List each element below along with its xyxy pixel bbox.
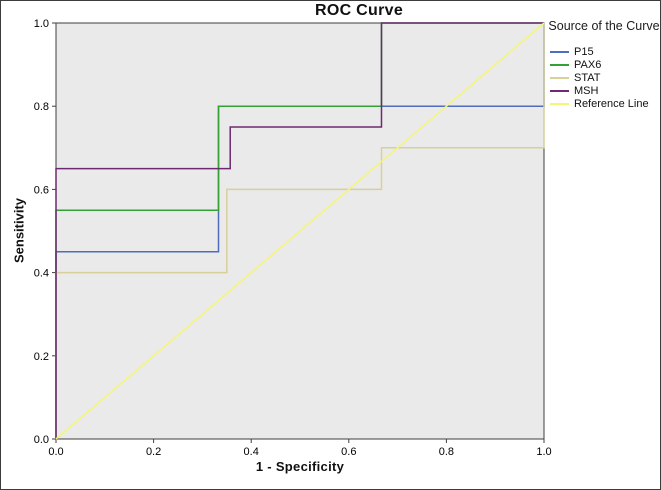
legend-item-msh: MSH [550,85,660,98]
legend-label: Reference Line [574,98,649,111]
legend-swatch-pax6 [550,64,569,67]
y-tick-label: 1.0 [34,18,49,30]
legend-item-reference-line: Reference Line [550,98,660,111]
x-tick-label: 0.2 [146,446,161,458]
legend-swatch-reference-line [550,103,569,106]
y-tick-label: 0.2 [34,351,49,363]
legend-label: PAX6 [574,59,602,72]
legend-label: MSH [574,85,599,98]
legend-label: STAT [574,72,601,85]
legend-item-pax6: PAX6 [550,59,660,72]
legend-item-stat: STAT [550,72,660,85]
legend-label: P15 [574,46,594,59]
x-tick-label: 0.6 [341,446,356,458]
x-tick-label: 0.4 [244,446,259,458]
legend-swatch-stat [550,77,569,80]
series-line-msh [55,22,544,439]
legend-swatch-p15 [550,51,569,54]
x-tick-label: 0.0 [48,446,63,458]
y-tick-label: 0.6 [34,184,49,196]
chart-title: ROC Curve [314,2,404,19]
x-axis-title: 1 - Specificity [255,459,345,474]
x-tick-label: 0.8 [439,446,454,458]
legend-item-p15: P15 [550,46,660,59]
series-line-reference-line [55,22,545,440]
legend-swatch-msh [550,90,569,93]
y-axis-title: Sensitivity [11,197,27,264]
legend-title: Source of the Curve [548,19,660,33]
legend-item-list: P15 PAX6 STAT MSH Reference Line [550,46,660,111]
y-tick-label: 0.0 [34,434,49,446]
series-line-stat [55,23,545,439]
y-tick-label: 0.4 [34,268,49,280]
x-tick-label: 1.0 [536,446,551,458]
legend: Source of the Curve P15 PAX6 STAT MSH Refere… [548,19,660,111]
y-tick-label: 0.8 [34,101,49,113]
